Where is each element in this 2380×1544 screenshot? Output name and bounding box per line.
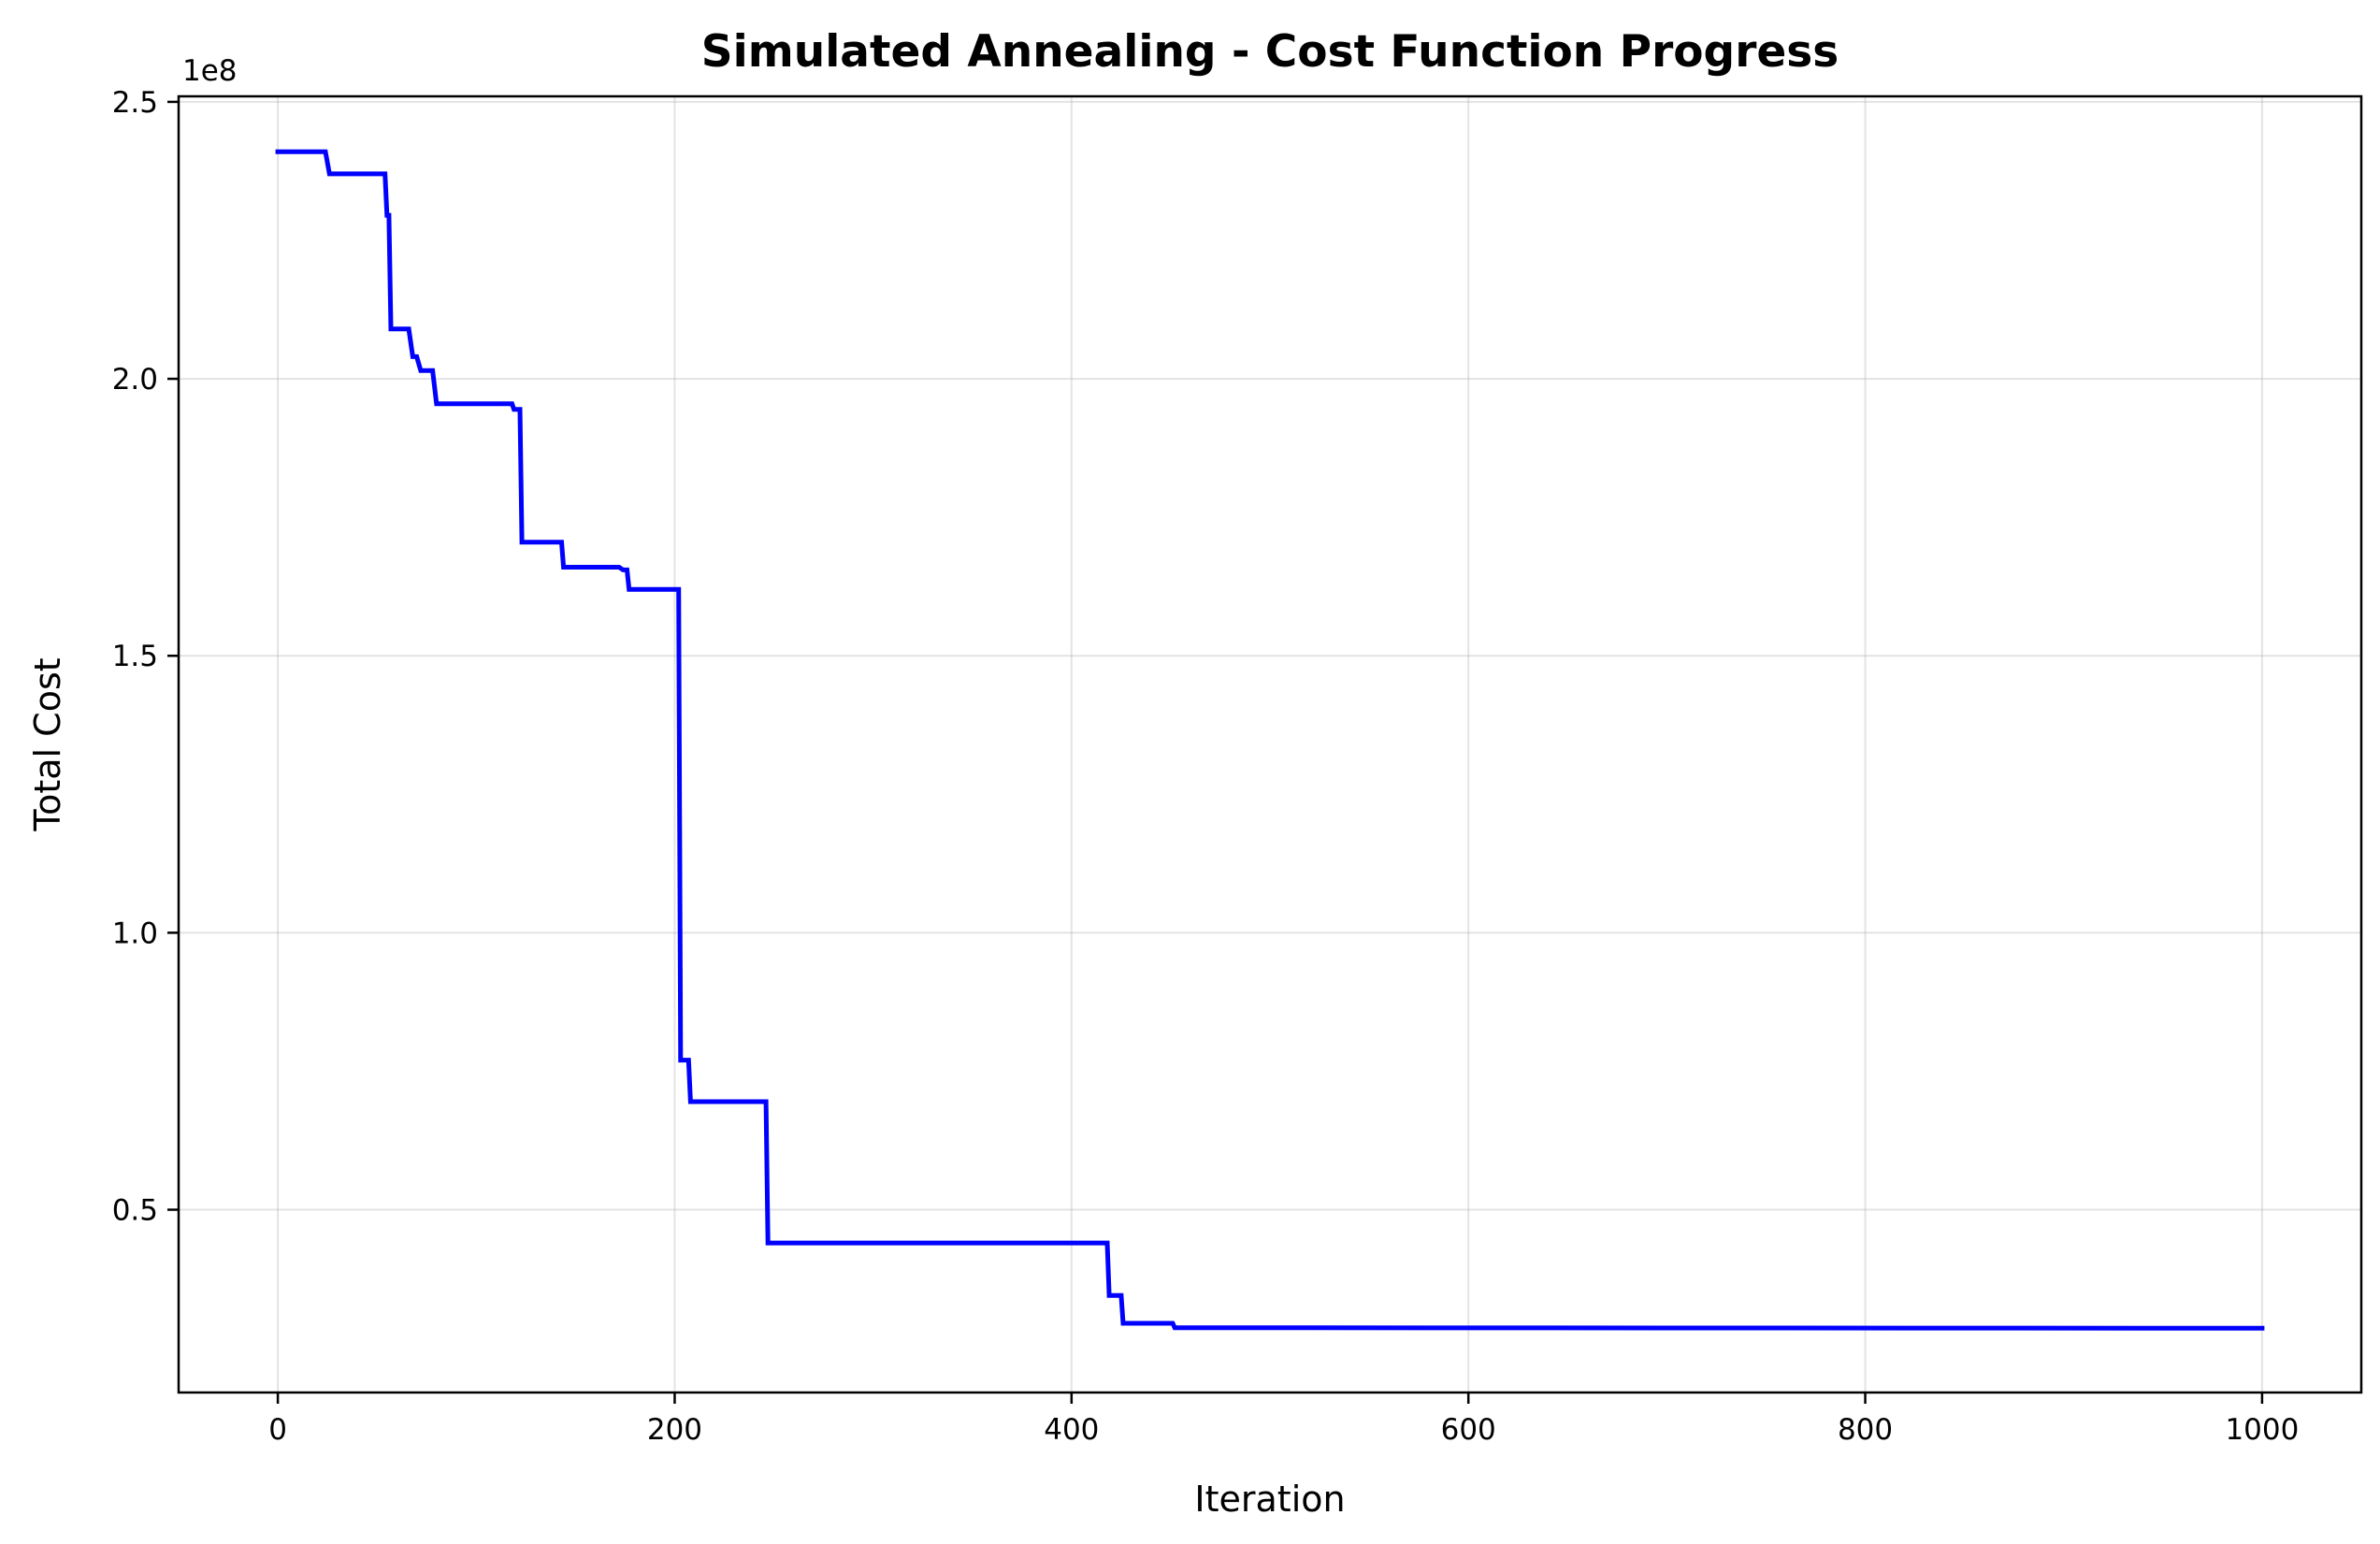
series-layer xyxy=(275,149,2265,1331)
y-tick-label: 1.5 xyxy=(112,640,158,673)
y-tick-label: 1.0 xyxy=(112,916,158,950)
x-axis-label: Iteration xyxy=(1194,1479,1345,1520)
y-axis: 0.5 1.0 1.5 2.0 2.5 xyxy=(112,86,179,1228)
y-tick-label: 0.5 xyxy=(112,1194,158,1228)
x-tick-label: 800 xyxy=(1838,1413,1893,1447)
x-tick-label: 0 xyxy=(268,1413,287,1447)
y-offset-label: 1e8 xyxy=(182,54,238,88)
chart-title: Simulated Annealing - Cost Function Prog… xyxy=(701,26,1839,78)
grid xyxy=(179,96,2361,1392)
series-line xyxy=(275,149,2265,1331)
x-axis: 0 200 400 600 800 1000 xyxy=(268,1392,2299,1447)
axes-frame xyxy=(177,94,2363,1394)
y-tick-label: 2.5 xyxy=(112,86,158,120)
x-tick-label: 200 xyxy=(647,1413,702,1447)
x-tick-label: 1000 xyxy=(2225,1413,2299,1447)
y-tick-label: 2.0 xyxy=(112,363,158,397)
y-axis-label: Total Cost xyxy=(27,657,68,831)
x-tick-label: 400 xyxy=(1044,1413,1099,1447)
x-tick-label: 600 xyxy=(1441,1413,1496,1447)
